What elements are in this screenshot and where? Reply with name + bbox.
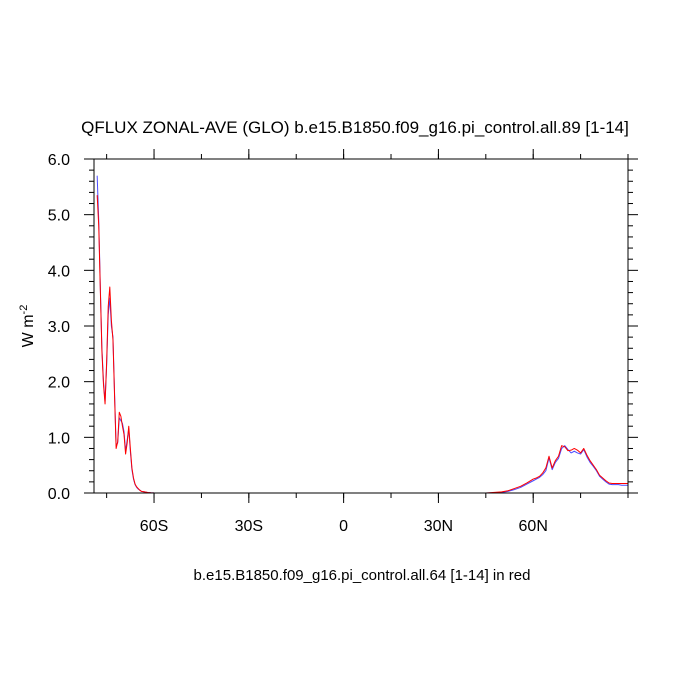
y-tick-label: 1.0	[48, 430, 70, 447]
x-axis-label: b.e15.B1850.f09_g16.pi_control.all.64 [1…	[194, 567, 531, 584]
y-tick-label: 4.0	[48, 263, 70, 280]
series-line-blue	[96, 175, 628, 494]
x-tick-label: 60N	[519, 518, 548, 535]
series-line-red	[96, 195, 628, 494]
y-tick-label: 2.0	[48, 375, 70, 392]
y-axis-label-main: W m	[20, 314, 37, 347]
series-group	[96, 175, 628, 494]
x-tick-label: 0	[339, 518, 348, 535]
y-tick-label: 0.0	[48, 486, 70, 503]
x-tick-label: 60S	[140, 518, 168, 535]
y-tick-label: 5.0	[48, 208, 70, 225]
plot-frame	[93, 158, 629, 494]
y-axis-label: W m-2	[18, 305, 37, 348]
y-axis-label-superscript: -2	[18, 305, 30, 315]
chart-title: QFLUX ZONAL-AVE (GLO) b.e15.B1850.f09_g1…	[81, 118, 629, 137]
y-tick-label: 3.0	[48, 319, 70, 336]
x-tick-label: 30S	[235, 518, 263, 535]
y-ticks: 0.0 1.0 2.0 3.0 4.0 5.0 6.0	[48, 152, 638, 503]
x-ticks: 60S 30S 0 30N 60N	[106, 149, 629, 535]
x-tick-label: 30N	[424, 518, 453, 535]
y-tick-label: 6.0	[48, 152, 70, 169]
